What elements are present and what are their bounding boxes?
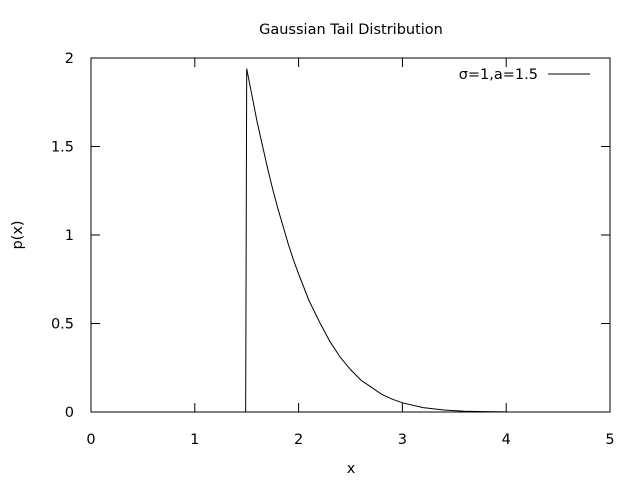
y-tick-label: 2: [65, 51, 74, 67]
x-axis-label: x: [347, 461, 356, 477]
plot-frame: [90, 57, 611, 413]
chart-title: Gaussian Tail Distribution: [259, 22, 443, 38]
series-layer: [91, 68, 507, 413]
y-tick-label: 1: [65, 228, 74, 244]
x-tick-label: 3: [398, 432, 407, 448]
x-tick-label: 5: [605, 432, 614, 448]
y-tick-label: 0.5: [51, 317, 74, 333]
legend-label: σ=1,a=1.5: [459, 67, 538, 83]
y-tick-label: 1.5: [51, 140, 74, 156]
y-axis-label: p(x): [10, 220, 26, 249]
series-line-0: [91, 68, 507, 413]
x-tick-label: 0: [86, 432, 95, 448]
legend: σ=1,a=1.5: [459, 67, 590, 83]
y-tick-label: 0: [65, 405, 74, 421]
tick-labels: 0 1 2 3 4 5 0 0.5 1 1.5 2: [51, 51, 615, 448]
x-tick-label: 1: [190, 432, 199, 448]
x-tick-label: 4: [502, 432, 511, 448]
axis-ticks: [90, 57, 611, 413]
x-tick-label: 2: [294, 432, 303, 448]
